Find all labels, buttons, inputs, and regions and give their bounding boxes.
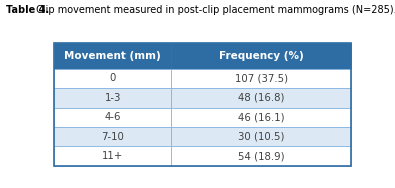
Bar [54, 43, 351, 166]
Text: Clip movement measured in post-clip placement mammograms (N=285).: Clip movement measured in post-clip plac… [33, 5, 395, 15]
Bar [171, 43, 351, 69]
Bar [54, 69, 171, 88]
Bar [54, 146, 171, 166]
Text: 0: 0 [109, 73, 116, 83]
Bar [54, 127, 171, 146]
Bar [171, 127, 351, 146]
Text: 7-10: 7-10 [101, 132, 124, 142]
Bar [171, 146, 351, 166]
Bar [171, 108, 351, 127]
Bar [54, 43, 171, 69]
Text: 11+: 11+ [102, 151, 123, 161]
Text: Movement (mm): Movement (mm) [64, 51, 161, 61]
Text: 1-3: 1-3 [104, 93, 121, 103]
Text: Table 4.: Table 4. [6, 5, 49, 15]
Text: 4-6: 4-6 [104, 112, 121, 122]
Text: Frequency (%): Frequency (%) [219, 51, 303, 61]
Bar [171, 69, 351, 88]
Bar [54, 108, 171, 127]
Bar [54, 88, 171, 108]
Text: 54 (18.9): 54 (18.9) [238, 151, 284, 161]
Bar [171, 88, 351, 108]
Text: 107 (37.5): 107 (37.5) [235, 73, 288, 83]
Text: 30 (10.5): 30 (10.5) [238, 132, 284, 142]
Text: 48 (16.8): 48 (16.8) [238, 93, 284, 103]
Text: 46 (16.1): 46 (16.1) [238, 112, 284, 122]
